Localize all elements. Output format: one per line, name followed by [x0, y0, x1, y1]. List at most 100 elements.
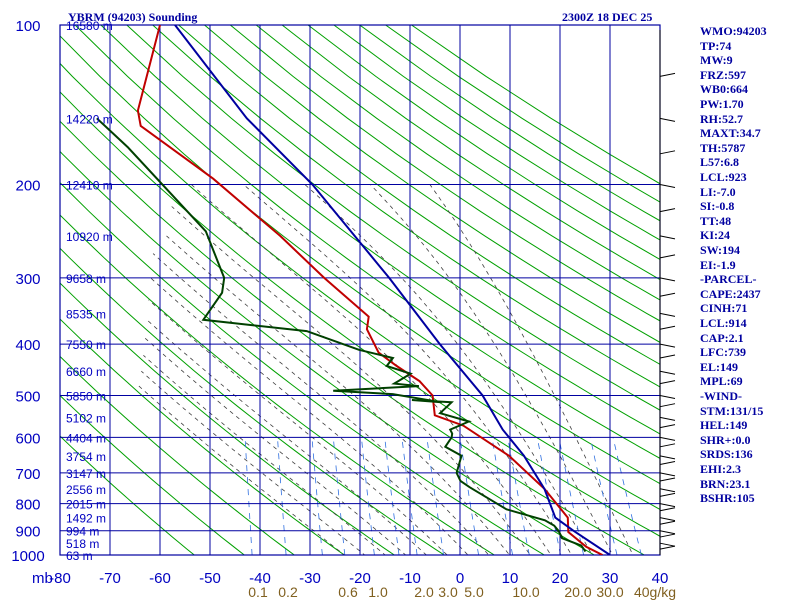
height-label: 4404 m — [66, 431, 106, 445]
mixing-ratio-label: 0.1 — [248, 584, 268, 600]
mixing-ratio-label: 10.0 — [512, 584, 539, 600]
dry-adiabat — [60, 282, 396, 555]
wind-barb — [659, 150, 676, 155]
temperature-tick-label: -60 — [149, 570, 171, 587]
mixing-ratio-line — [277, 437, 287, 555]
wind-barb — [659, 443, 676, 448]
dry-adiabat — [74, 25, 660, 459]
index-item: SI:-0.8 — [700, 199, 735, 214]
height-label: 5850 m — [66, 389, 106, 403]
temperature-tick-label: 40 — [652, 570, 669, 587]
wind-barb — [659, 520, 676, 525]
dry-adiabat — [60, 435, 196, 555]
wind-barb — [659, 507, 676, 512]
index-item: SHR+:0.0 — [700, 432, 751, 447]
pressure-tick-label: 700 — [15, 466, 40, 483]
mixing-ratio-line — [311, 437, 323, 555]
height-label: 8535 m — [66, 307, 106, 321]
mixing-ratio-label: 20.0 — [564, 584, 591, 600]
moist-adiabat — [146, 319, 427, 555]
pressure-tick-label: 800 — [15, 497, 40, 514]
height-label: 7550 m — [66, 338, 106, 352]
index-item: RH:52.7 — [700, 111, 743, 126]
index-item: HEL:149 — [700, 418, 748, 433]
y-axis-unit: mb — [32, 570, 53, 587]
index-item: LFC:739 — [700, 345, 746, 360]
wind-barb — [659, 477, 676, 482]
wind-barb — [659, 542, 676, 547]
mixing-ratio-line — [536, 437, 561, 555]
index-item: LI:-7.0 — [700, 184, 736, 199]
index-item: EI:-1.9 — [700, 257, 736, 272]
temperature-tick-label: 20 — [552, 570, 569, 587]
temperature-tick-label: -80 — [49, 570, 71, 587]
moist-adiabat — [150, 277, 469, 555]
height-label: 63 m — [66, 549, 93, 563]
wind-barb — [659, 254, 676, 259]
wind-barb — [659, 492, 676, 497]
height-label: 2556 m — [66, 483, 106, 497]
wind-barb — [659, 208, 676, 213]
wind-barb — [659, 184, 676, 189]
temperature-tick-label: -50 — [199, 570, 221, 587]
index-item: CAP:2.1 — [700, 330, 744, 345]
dry-adiabat — [60, 394, 246, 555]
height-label: 10920 m — [66, 230, 113, 244]
dry-adiabat — [60, 120, 646, 555]
dry-adiabat — [60, 62, 660, 511]
wind-barb — [659, 455, 676, 460]
mixing-ratio-label: 30.0 — [596, 584, 623, 600]
dry-adiabat — [152, 25, 660, 388]
wind-barb — [659, 72, 676, 77]
temperature-tick-label: 10 — [502, 570, 519, 587]
index-item: L57:6.8 — [700, 155, 739, 170]
wind-barb — [659, 545, 676, 550]
mixing-ratio-label: 0.2 — [278, 584, 298, 600]
dry-adiabat — [60, 214, 496, 555]
temperature-tick-label: 30 — [602, 570, 619, 587]
mixing-ratio-line — [384, 437, 400, 555]
index-item: MPL:69 — [700, 374, 743, 389]
height-label: 6660 m — [66, 365, 106, 379]
dry-adiabat — [229, 25, 660, 322]
moist-adiabat — [171, 206, 531, 555]
wind-barb — [659, 488, 676, 493]
wind-barb — [659, 533, 676, 538]
index-item: KI:24 — [700, 228, 730, 243]
pressure-tick-label: 600 — [15, 430, 40, 447]
height-label: 3147 m — [66, 467, 106, 481]
wind-barb — [659, 416, 676, 421]
wind-barb — [659, 424, 676, 429]
index-item: WMO:94203 — [700, 24, 767, 38]
height-label: 9658 m — [66, 272, 106, 286]
pressure-tick-label: 1000 — [11, 548, 44, 565]
index-item: SW:194 — [700, 243, 741, 257]
wind-barb — [659, 354, 676, 359]
wind-barb — [659, 235, 676, 240]
mixing-ratio-label: 40g/kg — [634, 584, 676, 600]
moist-adiabat — [304, 184, 593, 555]
moist-adiabat — [191, 184, 552, 555]
index-item: FRZ:597 — [700, 67, 746, 82]
moist-adiabat — [141, 370, 366, 555]
wind-profile — [659, 30, 676, 555]
mixing-ratio-line — [426, 437, 444, 555]
wind-barb — [659, 403, 676, 408]
pressure-tick-label: 400 — [15, 337, 40, 354]
dry-adiabat — [60, 181, 546, 555]
wind-barb — [659, 461, 676, 466]
temperature-tick-label: -30 — [299, 570, 321, 587]
wind-barb — [659, 436, 676, 441]
dry-adiabat — [60, 355, 296, 555]
pressure-tick-label: 900 — [15, 524, 40, 541]
wind-barb — [659, 292, 676, 297]
wind-barb — [659, 503, 676, 508]
station-title: YBRM (94203) Sounding — [68, 10, 198, 24]
height-label: 12410 m — [66, 179, 113, 193]
index-item: CAPE:2437 — [700, 286, 761, 301]
moist-adiabat — [370, 184, 614, 555]
profile-layer — [96, 25, 611, 555]
wind-barb — [659, 517, 676, 522]
